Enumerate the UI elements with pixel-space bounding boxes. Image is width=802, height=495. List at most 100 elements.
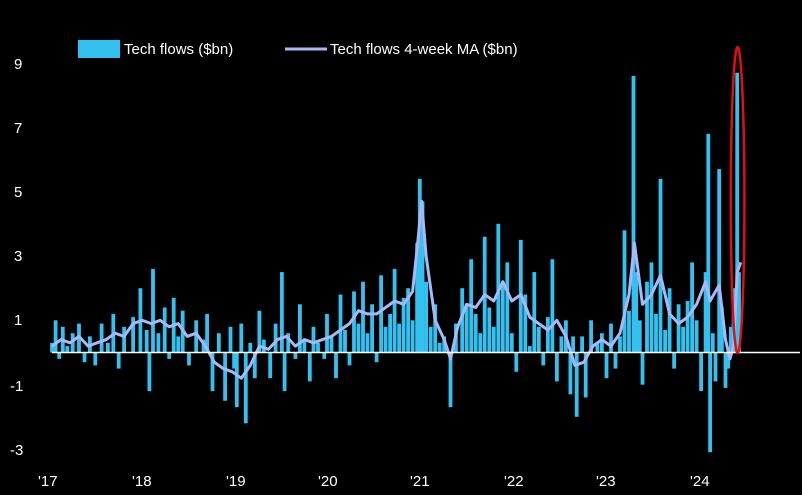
legend-label-tech-flows: Tech flows ($bn) — [124, 41, 233, 58]
bar — [70, 333, 75, 353]
bar — [559, 336, 564, 353]
bar — [365, 333, 370, 353]
bar — [167, 352, 172, 359]
bar — [676, 304, 681, 353]
bar — [248, 342, 253, 353]
bar — [210, 352, 215, 392]
bar — [694, 320, 699, 353]
bar — [334, 352, 338, 379]
bar — [428, 326, 433, 353]
bar — [717, 169, 722, 353]
bar — [514, 352, 519, 372]
bar — [703, 272, 708, 353]
bar — [735, 72, 740, 353]
x-tick-label: '23 — [596, 473, 616, 490]
x-tick-label: '17 — [38, 473, 58, 490]
bar — [604, 352, 609, 379]
bar — [322, 352, 327, 359]
bar — [433, 304, 438, 353]
bar — [273, 323, 278, 353]
bar — [729, 326, 733, 353]
x-tick-label: '24 — [690, 473, 710, 490]
y-tick-label: 9 — [14, 56, 22, 73]
bar — [541, 352, 546, 366]
bar — [473, 313, 478, 353]
bar — [397, 323, 401, 353]
bar — [708, 352, 712, 453]
bar — [239, 323, 244, 353]
bar — [555, 352, 559, 382]
bar — [622, 230, 627, 353]
bar — [82, 352, 87, 363]
bar — [383, 326, 388, 353]
bar — [228, 326, 233, 353]
bar — [583, 352, 588, 398]
y-tick-label: -1 — [10, 378, 23, 395]
bar — [356, 323, 361, 353]
bar — [311, 326, 316, 353]
bar — [325, 313, 329, 353]
bar — [65, 346, 70, 353]
bar — [347, 352, 352, 366]
x-axis: '17 '18 '19 '20 '21 '22 '23 '24 — [38, 473, 710, 490]
bar — [401, 297, 406, 353]
bar — [654, 313, 658, 353]
bar — [302, 339, 307, 353]
bar — [338, 294, 343, 353]
bar — [286, 333, 291, 353]
bar — [571, 336, 575, 353]
bar — [699, 352, 703, 392]
bar — [216, 333, 221, 353]
bar — [417, 178, 422, 353]
bar — [527, 346, 532, 353]
bar — [634, 272, 639, 353]
bar — [663, 330, 667, 353]
legend-label-ma: Tech flows 4-week MA ($bn) — [330, 41, 518, 58]
bar — [509, 333, 514, 353]
x-tick-label: '18 — [132, 473, 152, 490]
bar — [234, 352, 239, 408]
highlight-ellipse — [729, 45, 746, 355]
bar — [713, 352, 718, 382]
bar — [307, 352, 312, 382]
bar — [329, 336, 334, 353]
bar — [706, 133, 711, 353]
bar — [487, 307, 492, 353]
bar — [681, 326, 685, 353]
bar — [720, 307, 724, 353]
bar — [690, 262, 694, 353]
bar — [282, 352, 287, 392]
bar — [379, 275, 383, 353]
bar — [532, 272, 537, 353]
bar — [618, 336, 622, 353]
x-tick-label: '19 — [226, 473, 246, 490]
bar — [116, 352, 121, 369]
bar — [523, 294, 528, 353]
bar — [243, 352, 248, 424]
bar — [448, 352, 453, 408]
bar — [187, 352, 191, 366]
bar — [156, 333, 161, 353]
bar — [361, 281, 365, 353]
bar — [232, 352, 236, 369]
bar — [568, 352, 573, 395]
bar — [505, 262, 510, 353]
bar — [645, 281, 649, 353]
bar — [262, 339, 266, 353]
bar — [122, 326, 126, 353]
bar — [99, 323, 104, 353]
bar — [415, 243, 419, 353]
bar — [298, 304, 302, 353]
bar — [392, 268, 397, 353]
y-tick-label: 1 — [14, 312, 22, 329]
bar — [627, 310, 631, 353]
bar — [464, 304, 469, 353]
bar — [536, 326, 541, 353]
ma-line-path — [51, 199, 743, 380]
legend-swatch-tech-flows — [78, 40, 120, 58]
bar — [162, 307, 167, 353]
bar — [637, 320, 642, 353]
bar — [406, 288, 410, 353]
